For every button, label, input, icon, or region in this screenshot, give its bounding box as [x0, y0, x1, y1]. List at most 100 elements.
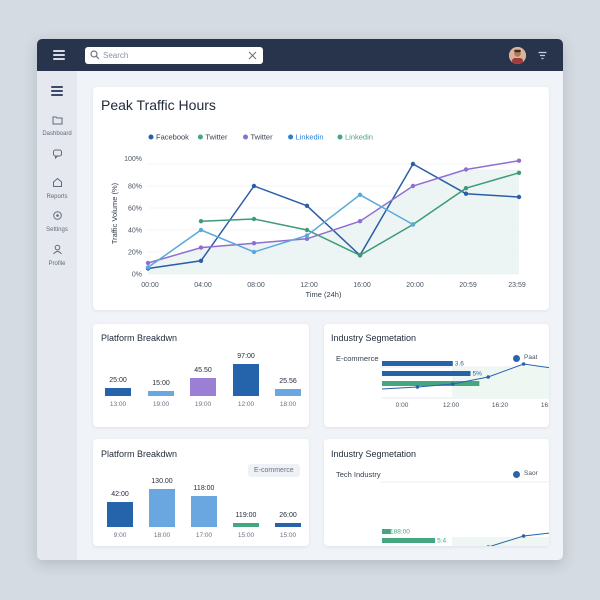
sidebar-item-label: Reports: [46, 194, 68, 200]
gear-icon: [52, 211, 62, 220]
bar: [107, 502, 133, 527]
data-point: [516, 170, 522, 175]
home-icon: [52, 177, 62, 187]
legend-dot: [513, 471, 520, 478]
bar-value-label: 3.6: [455, 361, 464, 368]
legend-dot: [288, 134, 294, 140]
data-point: [415, 385, 420, 389]
data-point: [304, 227, 310, 233]
data-point: [516, 194, 522, 200]
search-box[interactable]: [85, 47, 263, 64]
menu-icon[interactable]: [53, 50, 65, 60]
data-point: [251, 183, 257, 189]
data-point: [198, 227, 204, 233]
card-title: Industry Segmetation: [331, 449, 417, 459]
app-window: Dashboard Reports Settings Profile Peak …: [37, 39, 563, 560]
top-bar: [37, 39, 563, 71]
legend-label: Linkedin: [296, 133, 324, 142]
chat-icon: [52, 149, 62, 159]
x-tick-label: 04:00: [194, 282, 212, 289]
bar: [233, 522, 259, 527]
x-tick-label: 08:00: [247, 282, 265, 289]
legend-dot: [197, 134, 203, 140]
bar-time-label: 19:00: [152, 401, 170, 408]
bar: [275, 522, 301, 527]
x-tick-label: 12:00: [443, 402, 460, 409]
x-tick-label: 16:20: [492, 402, 509, 409]
data-point: [463, 186, 469, 191]
bar-time-label: 12:00: [237, 401, 255, 408]
filter-icon[interactable]: [538, 51, 547, 60]
bar-time-label: 17:00: [195, 532, 213, 539]
sidebar-item-chat[interactable]: [37, 149, 77, 159]
bar: [382, 371, 471, 376]
data-point: [304, 233, 310, 238]
platform-breakdown-card-2: Platform Breakdwn E-commerce 42:00 9:00 13…: [93, 439, 309, 546]
data-point: [463, 191, 469, 196]
x-tick-label: 20:59: [459, 282, 477, 289]
y-tick-label: 60%: [128, 206, 142, 213]
bar: [382, 361, 453, 366]
sidebar-item-label: Settings: [46, 227, 68, 233]
user-icon: [52, 244, 62, 255]
y-tick-label: 20%: [128, 250, 142, 257]
clear-icon[interactable]: [248, 51, 257, 60]
legend-label: Twitter: [251, 133, 274, 142]
sidebar-item-dashboard[interactable]: Dashboard: [37, 115, 77, 137]
sidebar: Dashboard Reports Settings Profile: [37, 71, 77, 560]
bar-value-label: 26:00: [279, 511, 297, 519]
y-tick-label: 0%: [132, 272, 142, 279]
search-icon: [90, 50, 100, 60]
legend-dot: [337, 134, 343, 140]
industry-segmentation-card-1: Industry Segmetation E-commerce Paat 3.6…: [324, 324, 549, 427]
trend-line: [381, 363, 549, 390]
bar-time-label: 15:00: [279, 532, 297, 539]
x-tick-label: 0:00: [396, 402, 409, 409]
data-point: [357, 219, 363, 224]
legend-dot: [148, 134, 154, 140]
bar: [382, 381, 480, 386]
bar-time-label: 13:00: [109, 401, 127, 408]
x-axis-label: Time (24h): [306, 290, 342, 299]
bar: [382, 538, 436, 543]
industry-chart-1: 3.6 5% 7:17 0:00 12:00 16:20 16:17: [380, 361, 549, 409]
legend-label: Facebook: [156, 133, 189, 142]
data-point: [145, 260, 151, 266]
sidebar-item-settings[interactable]: Settings: [37, 210, 77, 233]
legend-label: Saor: [524, 470, 538, 477]
bar-value-label: 5:4: [437, 538, 446, 545]
legend-label: Paat: [524, 354, 538, 361]
bar: [190, 377, 216, 396]
search-input[interactable]: [103, 48, 243, 63]
x-tick-label: 23:59: [508, 282, 526, 289]
bar: [191, 495, 217, 527]
bar-value-label: 130.00: [151, 477, 173, 485]
x-tick-label: 00:00: [141, 282, 159, 289]
bar-time-label: 18:00: [279, 401, 297, 408]
data-point: [521, 362, 526, 366]
data-point: [451, 382, 455, 386]
sidebar-item-reports[interactable]: Reports: [37, 177, 77, 200]
legend-label: Linkedin: [345, 133, 373, 142]
sidebar-menu-icon[interactable]: [51, 86, 63, 96]
bar-value-label: 5%: [473, 371, 483, 378]
data-point: [521, 534, 526, 538]
sidebar-item-profile[interactable]: Profile: [37, 244, 77, 267]
bar-time-label: 9:00: [113, 532, 127, 539]
data-point: [357, 253, 363, 258]
y-tick-label: 100%: [124, 156, 142, 163]
bar: [233, 363, 259, 396]
avatar[interactable]: [509, 47, 526, 64]
filter-chip[interactable]: E-commerce: [248, 464, 300, 477]
data-point: [198, 219, 204, 224]
data-point: [516, 158, 522, 163]
area-fill: [452, 537, 549, 546]
industry-segmentation-card-2: Industry Segmetation Tech Industry Saor …: [324, 439, 549, 546]
y-tick-label: 40%: [128, 228, 142, 235]
bar-value-label: 25:00: [109, 377, 127, 385]
legend-label: Twitter: [205, 133, 228, 142]
data-point: [198, 245, 204, 250]
legend-dot: [243, 134, 248, 140]
series-line: [147, 159, 520, 264]
